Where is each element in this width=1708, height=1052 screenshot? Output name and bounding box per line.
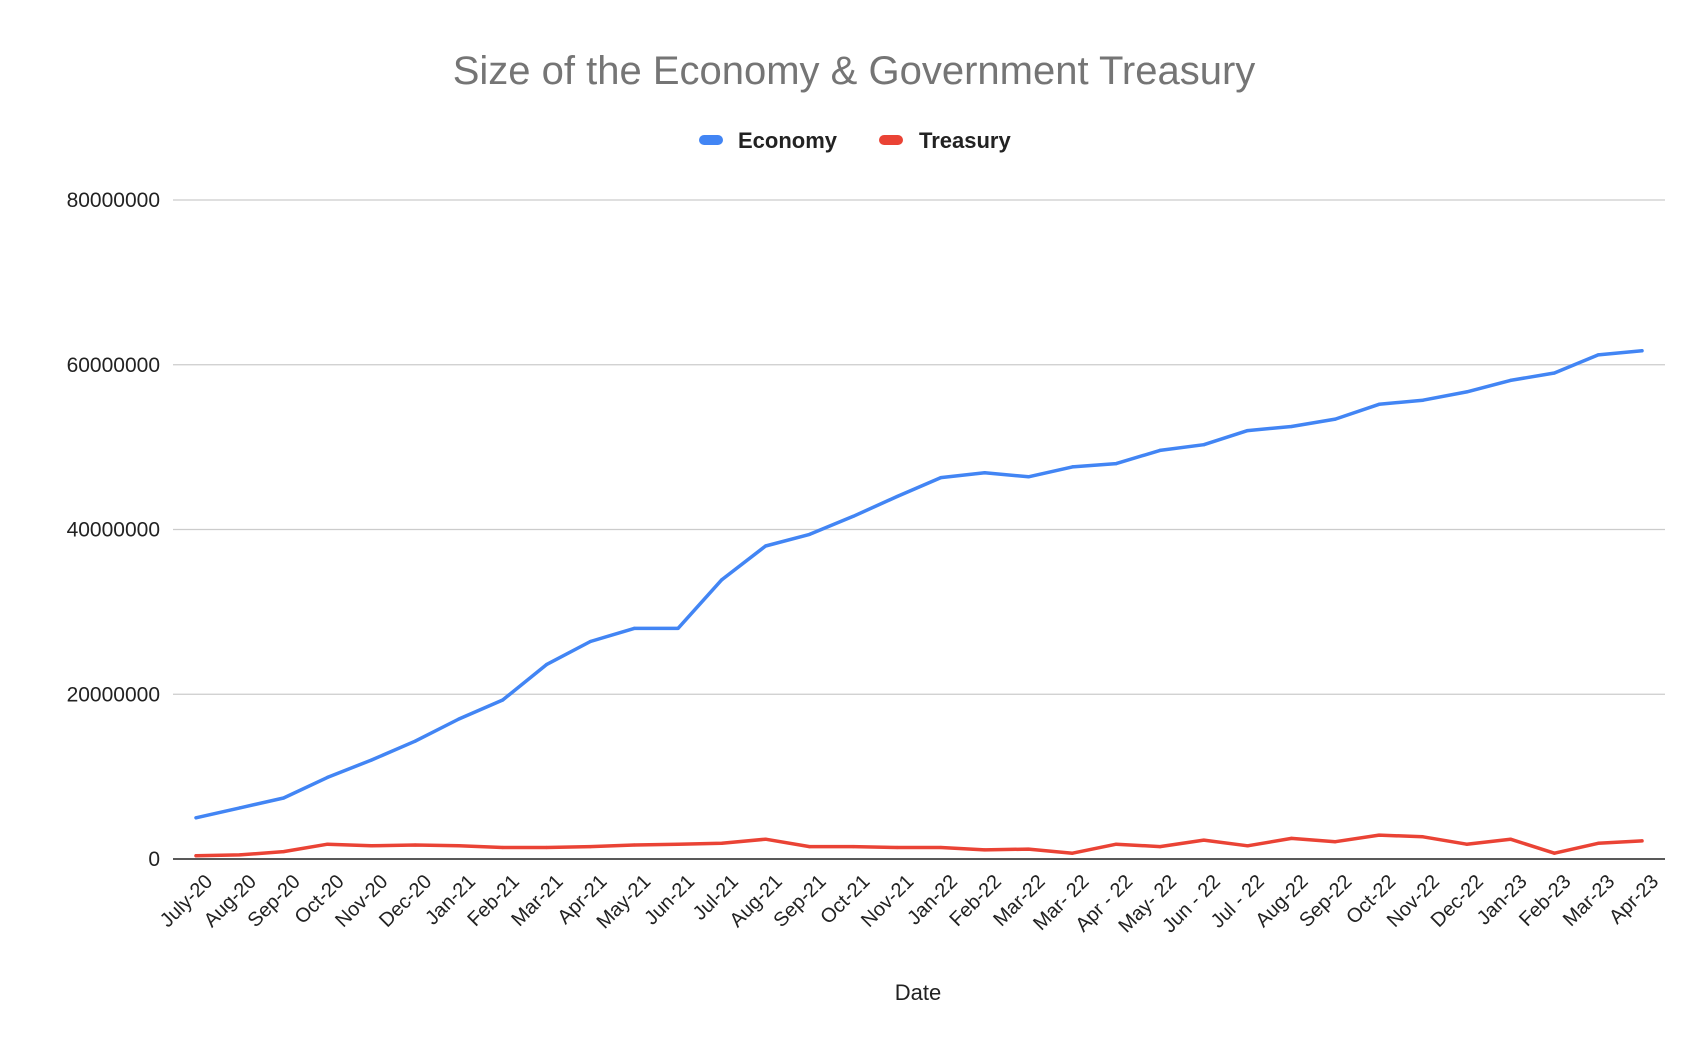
legend-label-treasury: Treasury	[919, 128, 1011, 153]
data-point-treasury	[457, 844, 461, 848]
data-point-treasury	[1070, 851, 1074, 855]
gridlines	[173, 199, 1665, 695]
data-point-economy	[720, 578, 724, 582]
data-point-treasury	[1596, 841, 1600, 845]
data-point-economy	[632, 626, 636, 631]
data-point-economy	[1114, 462, 1118, 466]
data-point-economy	[1202, 443, 1206, 447]
data-point-treasury	[764, 837, 768, 841]
data-point-economy	[369, 758, 373, 762]
data-point-treasury	[895, 845, 899, 850]
data-point-treasury	[1026, 847, 1031, 851]
data-point-economy	[194, 816, 198, 820]
y-tick-label: 80000000	[67, 189, 160, 212]
data-point-treasury	[282, 850, 286, 854]
legend-label-economy: Economy	[738, 128, 838, 153]
data-point-treasury	[325, 842, 330, 846]
data-point-treasury	[1114, 842, 1118, 846]
data-point-economy	[851, 514, 855, 518]
data-point-treasury	[1465, 842, 1469, 846]
data-point-economy	[238, 806, 242, 810]
x-axis-label: Date	[895, 980, 941, 1005]
data-point-economy	[457, 717, 461, 721]
data-point-treasury	[413, 843, 417, 847]
data-point-economy	[1377, 402, 1381, 406]
data-point-treasury	[1640, 839, 1644, 843]
data-point-treasury	[1158, 845, 1162, 849]
data-point-treasury	[676, 842, 680, 846]
legend-swatch-economy	[699, 135, 723, 145]
data-point-treasury	[544, 845, 549, 850]
data-point-economy	[501, 698, 505, 702]
x-tick-label: Apr-23	[1605, 871, 1663, 929]
data-point-treasury	[501, 845, 505, 850]
data-point-economy	[1421, 398, 1425, 402]
data-point-economy	[325, 775, 330, 780]
series-line-economy	[194, 348, 1644, 820]
data-point-treasury	[1421, 835, 1425, 839]
data-point-economy	[1333, 417, 1337, 421]
data-point-treasury	[1508, 837, 1513, 841]
data-point-economy	[676, 626, 680, 631]
y-tick-label: 20000000	[67, 683, 160, 706]
x-tick-label: Jun-21	[640, 871, 699, 930]
data-point-treasury	[1377, 833, 1381, 837]
data-point-treasury	[369, 844, 373, 848]
data-point-economy	[282, 796, 286, 800]
data-point-treasury	[807, 845, 812, 849]
data-point-economy	[544, 663, 549, 667]
data-point-treasury	[983, 848, 987, 852]
series-line-treasury	[194, 833, 1644, 858]
data-point-treasury	[1333, 840, 1337, 844]
data-point-economy	[1070, 465, 1074, 469]
data-point-treasury	[632, 843, 636, 847]
data-point-treasury	[720, 841, 724, 845]
data-point-economy	[1026, 475, 1031, 479]
data-point-economy	[1158, 448, 1162, 452]
data-point-economy	[1508, 378, 1513, 382]
data-point-treasury	[1289, 836, 1294, 841]
data-point-treasury	[1552, 851, 1556, 855]
data-point-treasury	[1202, 838, 1206, 842]
data-point-economy	[939, 476, 943, 480]
data-point-economy	[1640, 349, 1644, 353]
data-point-treasury	[851, 845, 855, 849]
y-tick-label: 0	[148, 848, 160, 871]
legend-swatch-treasury	[879, 135, 903, 145]
y-tick-label: 60000000	[67, 354, 160, 377]
data-point-economy	[1289, 424, 1294, 429]
data-point-economy	[413, 739, 417, 743]
data-point-economy	[764, 544, 768, 548]
series-lines	[194, 348, 1644, 858]
data-point-economy	[588, 639, 593, 644]
legend: Economy Treasury	[699, 128, 1011, 153]
data-point-treasury	[939, 845, 943, 850]
data-point-treasury	[588, 845, 593, 849]
data-point-treasury	[238, 853, 242, 857]
data-point-economy	[1596, 353, 1600, 357]
data-point-economy	[1465, 390, 1469, 394]
data-point-economy	[807, 532, 812, 537]
y-axis-ticks: 0 20000000 40000000 60000000 80000000	[67, 189, 160, 871]
data-point-economy	[1246, 429, 1250, 433]
data-point-economy	[895, 494, 899, 499]
chart-title: Size of the Economy & Government Treasur…	[453, 49, 1256, 93]
data-point-economy	[983, 471, 987, 475]
y-tick-label: 40000000	[67, 519, 160, 542]
data-point-economy	[1552, 371, 1556, 375]
x-axis-ticks: July-20Aug-20Sep-20Oct-20Nov-20Dec-20Jan…	[156, 871, 1663, 938]
data-point-treasury	[194, 854, 198, 858]
data-point-treasury	[1246, 844, 1250, 848]
